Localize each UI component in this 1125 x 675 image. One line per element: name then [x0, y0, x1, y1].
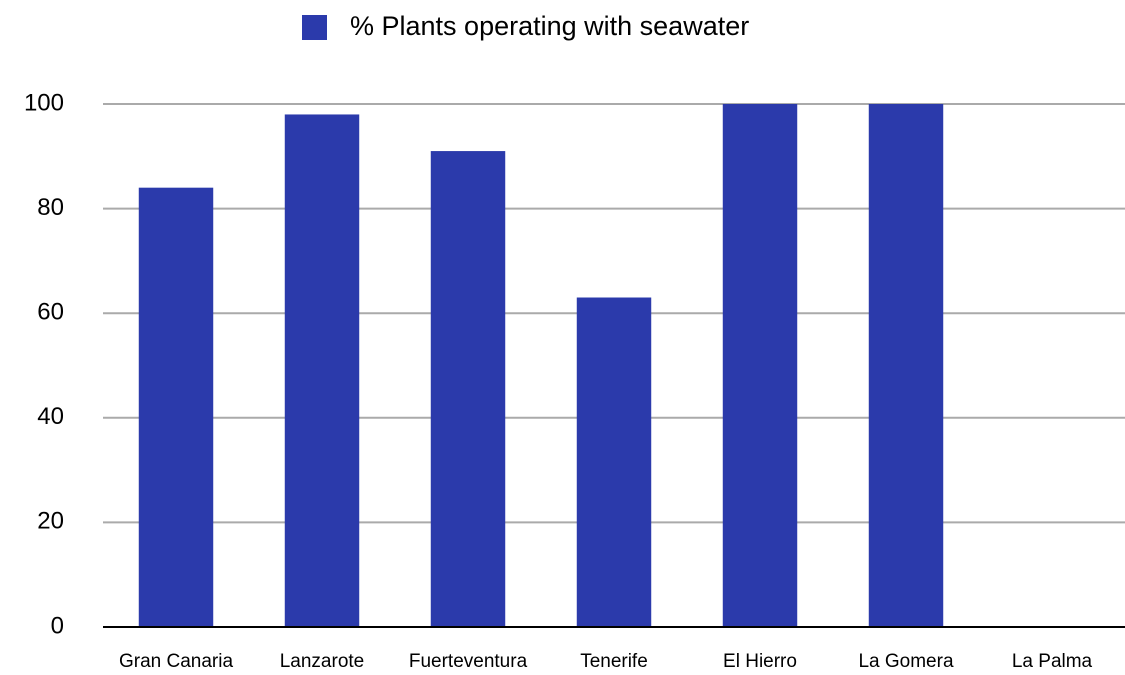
bar [576, 297, 652, 627]
x-tick-label: Lanzarote [280, 651, 365, 672]
x-tick-label: Fuerteventura [409, 651, 528, 672]
bar [138, 187, 214, 627]
y-tick-label: 40 [37, 403, 64, 430]
x-tick-label: Gran Canaria [119, 651, 233, 672]
y-tick-label: 100 [24, 89, 64, 116]
y-tick-label: 60 [37, 299, 64, 326]
x-tick-label: El Hierro [723, 651, 797, 672]
legend-label: % Plants operating with seawater [350, 11, 749, 41]
legend-swatch [302, 15, 327, 40]
x-tick-label: La Palma [1012, 651, 1093, 672]
x-tick-label: Tenerife [580, 651, 648, 672]
y-tick-label: 20 [37, 508, 64, 535]
bar [284, 114, 360, 627]
y-tick-label: 80 [37, 194, 64, 221]
bar [868, 104, 944, 627]
bar [722, 104, 798, 627]
bar [430, 151, 506, 627]
x-tick-label: La Gomera [858, 651, 953, 672]
y-tick-label: 0 [51, 612, 64, 639]
